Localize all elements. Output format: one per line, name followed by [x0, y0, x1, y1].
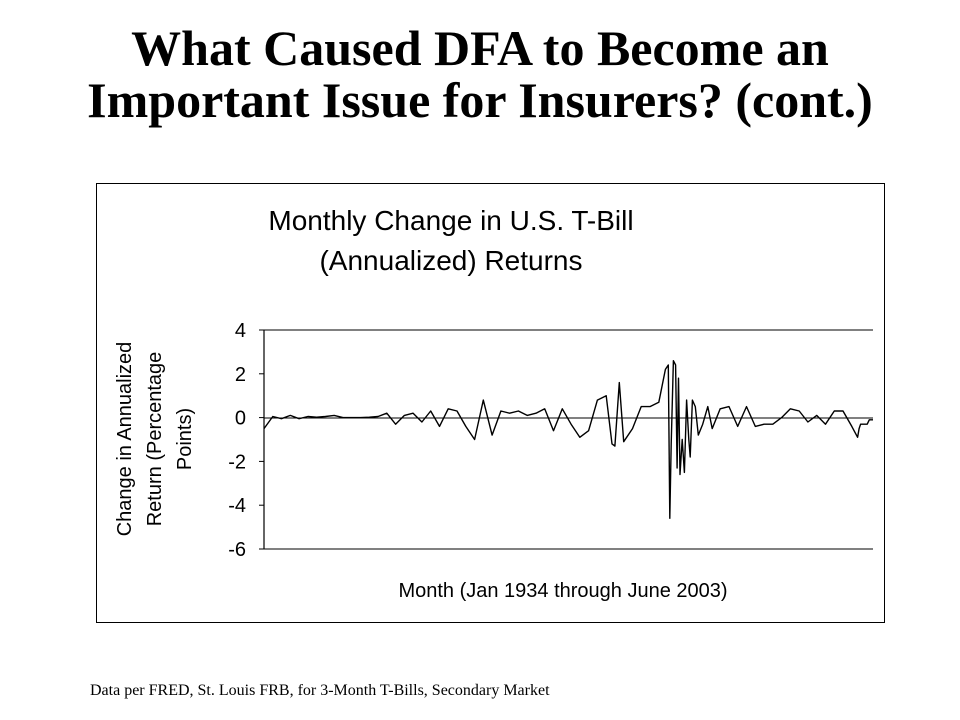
y-tick-label: -2 — [228, 451, 246, 473]
slide-title-line-2: Important Issue for Insurers? (cont.) — [87, 72, 873, 128]
y-tick-label: -4 — [228, 495, 246, 517]
chart-title-line-1: Monthly Change in U.S. T-Bill — [268, 205, 633, 236]
y-axis-title-line: Points) — [174, 408, 196, 470]
slide-title: What Caused DFA to Become an Important I… — [0, 22, 960, 126]
x-axis-label: Month (Jan 1934 through June 2003) — [398, 580, 727, 602]
y-tick-label: 2 — [235, 364, 246, 386]
chart-title-line-2: (Annualized) Returns — [319, 245, 582, 276]
y-axis-ticks: 4 2 0 -2 -4 -6 — [228, 320, 264, 561]
chart: Monthly Change in U.S. T-Bill (Annualize… — [114, 205, 873, 602]
y-axis-title-line: Return (Percentage — [144, 352, 166, 527]
chart-frame: Monthly Change in U.S. T-Bill (Annualize… — [96, 183, 885, 623]
series-line — [263, 359, 873, 519]
y-tick-label: 0 — [235, 408, 246, 430]
y-axis-title: Change in Annualized Return (Percentage Po… — [114, 342, 196, 537]
slide-title-line-1: What Caused DFA to Become an — [131, 20, 829, 76]
y-tick-label: -6 — [228, 539, 246, 561]
y-tick-label: 4 — [235, 320, 246, 342]
y-axis-title-line: Change in Annualized — [114, 342, 136, 537]
footnote: Data per FRED, St. Louis FRB, for 3-Mont… — [90, 682, 550, 699]
